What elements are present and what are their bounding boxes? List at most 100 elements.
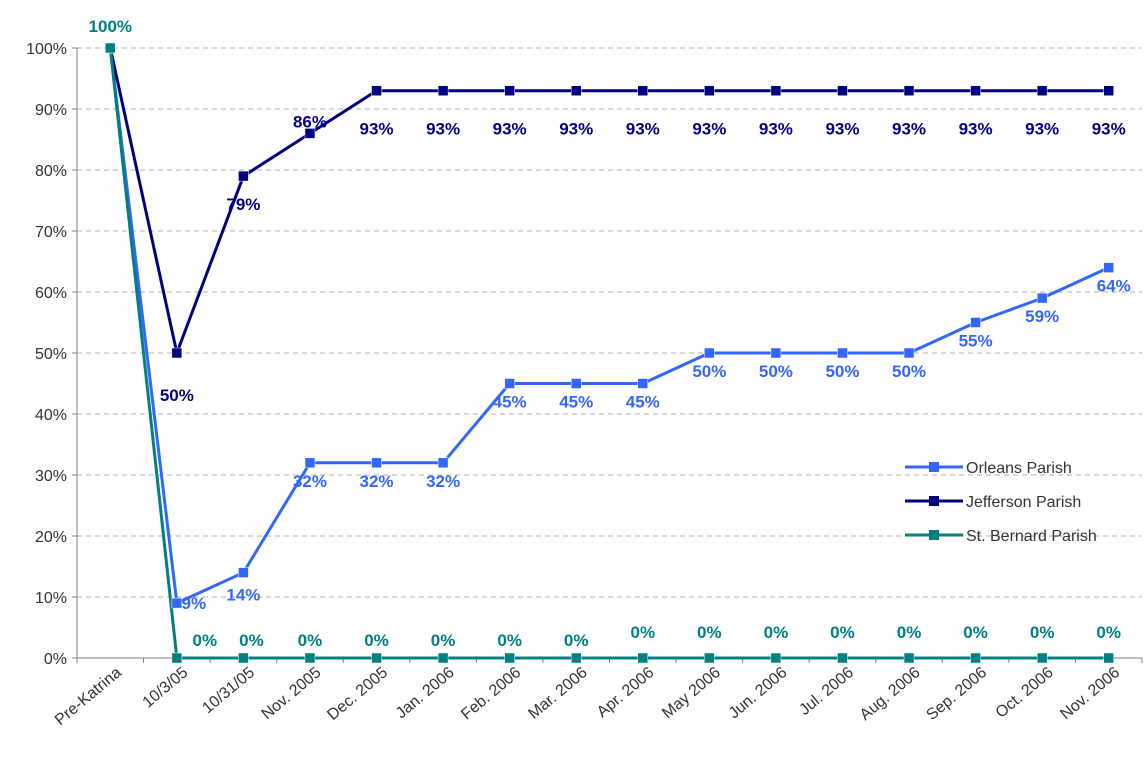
data-label: 32% [293, 472, 327, 491]
y-tick-label: 20% [35, 529, 67, 546]
y-tick-label: 80% [35, 163, 67, 180]
data-point [1103, 85, 1114, 96]
legend-item: St. Bernard Parish [905, 528, 1097, 545]
data-label: 0% [830, 623, 855, 642]
y-tick-label: 60% [35, 285, 67, 302]
data-point [437, 457, 449, 469]
legend-item: Orleans Parish [905, 460, 1072, 477]
x-tick-label: Nov. 2006 [1057, 664, 1123, 723]
x-tick-label: Dec. 2005 [324, 664, 391, 724]
y-tick-label: 70% [35, 224, 67, 241]
data-label: 9% [182, 594, 207, 613]
legend-label: Jefferson Parish [966, 494, 1081, 511]
data-point [903, 347, 915, 359]
data-point [637, 652, 649, 664]
data-point [304, 652, 316, 664]
data-point [437, 85, 449, 96]
data-point [171, 347, 183, 359]
legend: Orleans Parish Jefferson Parish St. Bernar… [905, 460, 1097, 545]
data-point [770, 85, 782, 96]
data-point [105, 42, 116, 54]
data-label: 93% [559, 120, 593, 139]
data-point [903, 652, 915, 664]
data-point [837, 347, 848, 359]
data-point [970, 652, 981, 664]
data-label: 93% [1092, 120, 1126, 139]
series-line [108, 47, 1110, 606]
legend-label: Orleans Parish [966, 460, 1072, 477]
data-label: 50% [892, 362, 926, 381]
data-label: 0% [431, 631, 456, 650]
data-point [371, 85, 382, 96]
data-point [304, 128, 316, 139]
data-label: 93% [360, 120, 394, 139]
data-point [371, 652, 382, 664]
legend-marker [929, 496, 939, 506]
y-tick-label: 90% [35, 102, 67, 119]
data-label: 93% [626, 120, 660, 139]
x-tick-label: Jan. 2006 [393, 664, 458, 722]
data-label: 0% [630, 623, 655, 642]
data-point [504, 652, 515, 664]
data-label: 55% [959, 332, 993, 351]
x-tick-label: Feb. 2006 [458, 664, 524, 723]
data-label: 32% [426, 472, 460, 491]
data-label: 50% [692, 362, 726, 381]
x-axis-ticks: Pre-Katrina 10/3/05 10/31/05 Nov. 2005 Dec. … [52, 664, 1123, 729]
y-tick-label: 30% [35, 468, 67, 485]
data-label: 93% [1025, 120, 1059, 139]
data-point [504, 378, 515, 389]
data-label: 93% [892, 120, 926, 139]
series-lines [108, 47, 1110, 660]
data-label: 100% [89, 17, 132, 36]
data-point [570, 378, 582, 389]
data-label: 59% [1025, 307, 1059, 326]
data-point [1036, 652, 1048, 664]
data-point [171, 597, 183, 609]
data-point [903, 85, 915, 96]
x-tick-label: Jul. 2006 [796, 664, 857, 719]
data-label: 86% [293, 112, 327, 131]
x-tick-label: Apr. 2006 [594, 664, 657, 721]
x-tick-label: Aug. 2006 [857, 664, 924, 724]
data-label: 93% [692, 120, 726, 139]
data-point [837, 85, 848, 96]
x-tick-label: Mar. 2006 [525, 664, 591, 723]
data-point [570, 652, 582, 664]
data-point [837, 652, 848, 664]
y-tick-label: 0% [44, 651, 67, 668]
data-point [238, 652, 249, 664]
y-tick-label: 100% [26, 41, 67, 58]
data-label: 45% [626, 393, 660, 412]
data-label: 0% [697, 623, 722, 642]
data-label: 93% [959, 120, 993, 139]
data-point [1103, 262, 1114, 273]
x-tick-label: Jun. 2006 [726, 664, 791, 722]
data-label: 93% [825, 120, 859, 139]
data-point [637, 378, 649, 389]
data-label: 93% [426, 120, 460, 139]
x-tick-label: Nov. 2005 [259, 664, 325, 723]
x-tick-label: Oct. 2006 [993, 664, 1057, 722]
axes [72, 47, 1143, 663]
data-label: 14% [226, 586, 260, 605]
x-tick-label: May 2006 [659, 664, 724, 722]
x-tick-label: 10/3/05 [140, 664, 192, 711]
data-label: 0% [963, 623, 988, 642]
data-label: 45% [493, 393, 527, 412]
data-label: 50% [759, 362, 793, 381]
data-point [1036, 292, 1048, 304]
data-point [637, 85, 649, 96]
data-labels: 9% 14% 32% 32% 32% 45% 45% 45% 50% 50% 50% 50% 55% 59… [89, 17, 1131, 650]
x-tick-label: 10/31/05 [199, 664, 258, 717]
series-markers [105, 42, 1114, 664]
data-label: 50% [160, 386, 194, 405]
data-label: 93% [493, 120, 527, 139]
data-label: 0% [1096, 623, 1121, 642]
series-line [108, 47, 1109, 359]
legend-marker [929, 462, 939, 472]
data-label: 45% [559, 393, 593, 412]
legend-item: Jefferson Parish [905, 494, 1081, 511]
legend-label: St. Bernard Parish [966, 528, 1097, 545]
